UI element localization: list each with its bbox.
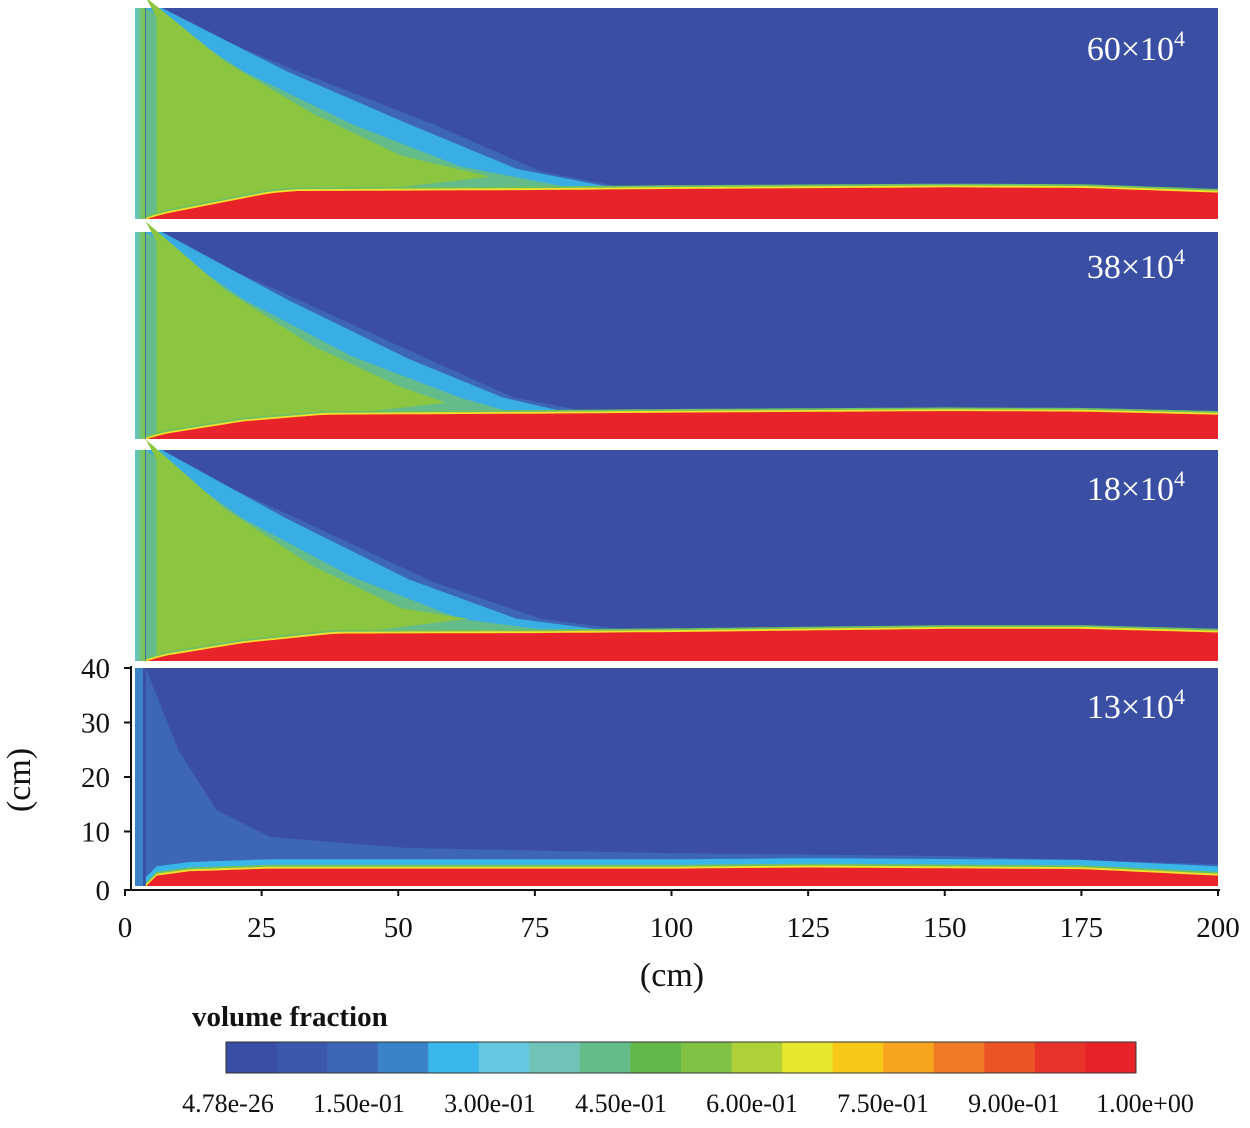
colorbar-swatch <box>478 1042 530 1073</box>
x-tick-label: 125 <box>786 912 830 944</box>
sediment-bed <box>145 867 1218 887</box>
colorbar-tick-label: 1.00e+00 <box>1096 1089 1194 1118</box>
sediment-bed <box>145 411 1218 440</box>
plume-core <box>147 0 491 215</box>
colorbar-swatch <box>428 1042 480 1073</box>
inlet-strip <box>135 668 143 886</box>
colorbar-swatch <box>327 1042 379 1073</box>
colorbar-swatch <box>1034 1042 1086 1073</box>
colorbar-swatch <box>883 1042 935 1073</box>
x-tick-label: 175 <box>1060 912 1104 944</box>
x-tick-label: 150 <box>923 912 967 944</box>
x-tick-label: 100 <box>650 912 694 944</box>
axes: 0 25 50 75 100 125 150 175 200 0 10 20 30 40 <box>81 653 1240 944</box>
panel-3: 18×104 <box>135 439 1218 662</box>
panel-label: 13×104 <box>1087 684 1185 726</box>
x-tick-label: 50 <box>384 912 413 944</box>
colorbar-tick-labels: 4.78e-26 1.50e-01 3.00e-01 4.50e-01 6.00e-01… <box>182 1089 1194 1118</box>
y-tick-label: 30 <box>81 708 110 740</box>
colorbar-swatch <box>681 1042 733 1073</box>
panel-label-exponent: 4 <box>1174 684 1185 709</box>
panel-label-exponent: 4 <box>1174 244 1185 269</box>
sediment-bed <box>145 628 1218 662</box>
panel-label: 18×104 <box>1087 466 1185 508</box>
colorbar-swatch <box>984 1042 1036 1073</box>
sediment-bed <box>145 187 1218 220</box>
colorbar-tick-label: 4.50e-01 <box>575 1089 667 1118</box>
x-tick-label: 25 <box>247 912 276 944</box>
colorbar-tick-label: 3.00e-01 <box>444 1089 536 1118</box>
panel-label-exponent: 4 <box>1174 26 1185 51</box>
colorbar-swatch <box>933 1042 985 1073</box>
x-tick-label: 0 <box>118 912 133 944</box>
panel-1: 60×104 <box>135 0 1218 220</box>
y-axis-label: (cm) <box>1 748 38 812</box>
colorbar-swatch <box>226 1042 278 1073</box>
x-tick-label: 200 <box>1196 912 1240 944</box>
colorbar-swatch <box>731 1042 783 1073</box>
colorbar-tick-label: 7.50e-01 <box>837 1089 929 1118</box>
colorbar-swatch <box>782 1042 834 1073</box>
colorbar-frame <box>225 1041 1137 1074</box>
panel-2: 38×104 <box>135 221 1218 440</box>
panel-label: 60×104 <box>1087 26 1185 68</box>
colorbar-tick-label: 9.00e-01 <box>968 1089 1060 1118</box>
panel-label-base: 13×10 <box>1087 689 1174 726</box>
colorbar-swatch <box>630 1042 682 1073</box>
plume-core <box>145 221 446 435</box>
colorbar-tick-label: 4.78e-26 <box>182 1089 274 1118</box>
colorbar-swatch <box>579 1042 631 1073</box>
panel-4: 13×104 <box>135 668 1218 887</box>
panel-label-base: 18×10 <box>1087 471 1174 508</box>
colorbar-swatch <box>1085 1042 1137 1073</box>
plume-core <box>145 439 469 657</box>
panel-label-base: 60×10 <box>1087 31 1174 68</box>
panel-label-exponent: 4 <box>1174 466 1185 491</box>
colorbar-swatch <box>276 1042 328 1073</box>
colorbar-tick-label: 1.50e-01 <box>313 1089 405 1118</box>
colorbar-swatch <box>832 1042 884 1073</box>
colorbar-swatch <box>377 1042 429 1073</box>
x-axis-label: (cm) <box>640 957 704 994</box>
inlet-strip <box>135 232 145 439</box>
y-tick-label: 0 <box>96 875 111 907</box>
colorbar-title: volume fraction <box>192 1001 388 1033</box>
y-tick-label: 40 <box>81 653 110 685</box>
panel-label: 38×104 <box>1087 244 1185 286</box>
panel-label-base: 38×10 <box>1087 249 1174 286</box>
y-tick-label: 10 <box>81 817 110 849</box>
y-tick-label: 20 <box>81 762 110 794</box>
x-tick-label: 75 <box>520 912 549 944</box>
inlet-strip <box>135 8 145 219</box>
colorbar <box>225 1041 1137 1074</box>
colorbar-swatch <box>529 1042 581 1073</box>
colorbar-tick-label: 6.00e-01 <box>706 1089 798 1118</box>
inlet-strip <box>135 450 145 661</box>
